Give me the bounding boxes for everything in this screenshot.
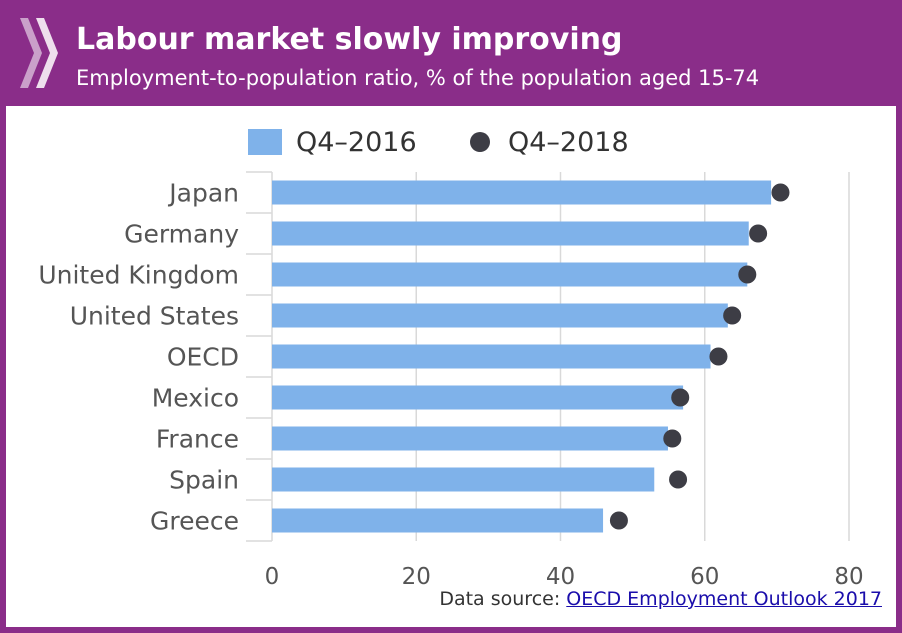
category-label: Spain bbox=[169, 466, 239, 495]
category-label: France bbox=[156, 425, 239, 454]
bar-q4-2016 bbox=[272, 467, 655, 492]
data-source: Data source: OECD Employment Outlook 201… bbox=[439, 588, 882, 610]
dot-q4-2018 bbox=[738, 265, 757, 284]
chart-title: Labour market slowly improving bbox=[76, 22, 623, 57]
dot-q4-2018 bbox=[723, 306, 742, 325]
bar-q4-2016 bbox=[272, 344, 711, 369]
dot-q4-2018 bbox=[749, 224, 768, 243]
dot-q4-2018 bbox=[663, 429, 682, 448]
bar-q4-2016 bbox=[272, 221, 749, 246]
bar-q4-2016 bbox=[272, 426, 668, 451]
x-tick-label: 80 bbox=[834, 564, 863, 590]
bar-q4-2016 bbox=[272, 303, 728, 328]
dot-q4-2018 bbox=[671, 388, 690, 407]
x-tick-label: 0 bbox=[265, 564, 280, 590]
category-label: Germany bbox=[124, 220, 239, 249]
category-label: United States bbox=[70, 302, 239, 331]
legend-item-q4-2016[interactable]: Q4–2016 bbox=[248, 120, 417, 164]
data-source-link[interactable]: OECD Employment Outlook 2017 bbox=[566, 588, 882, 610]
bar-q4-2016 bbox=[272, 180, 772, 205]
header-banner: Labour market slowly improving Employmen… bbox=[0, 0, 902, 106]
legend-dot-swatch bbox=[470, 132, 490, 152]
oecd-chevrons-logo-icon bbox=[20, 18, 58, 88]
x-tick-label: 20 bbox=[402, 564, 431, 590]
category-label: Japan bbox=[167, 179, 239, 208]
data-source-prefix: Data source: bbox=[439, 588, 561, 610]
legend-label-q4-2018: Q4–2018 bbox=[508, 126, 629, 158]
dot-q4-2018 bbox=[609, 511, 628, 530]
x-tick-label: 60 bbox=[690, 564, 719, 590]
legend-label-q4-2016: Q4–2016 bbox=[296, 126, 417, 158]
bar-q4-2016 bbox=[272, 508, 604, 533]
category-label: OECD bbox=[167, 343, 239, 372]
chart-subtitle: Employment-to-population ratio, % of the… bbox=[76, 66, 760, 90]
dot-q4-2018 bbox=[709, 347, 728, 366]
dot-q4-2018 bbox=[669, 470, 688, 489]
legend-bar-swatch bbox=[248, 129, 282, 155]
category-label: Greece bbox=[150, 507, 239, 536]
x-tick-label: 40 bbox=[546, 564, 575, 590]
category-label: Mexico bbox=[152, 384, 239, 413]
bar-q4-2016 bbox=[272, 385, 684, 410]
dot-q4-2018 bbox=[771, 183, 790, 202]
bar-q4-2016 bbox=[272, 262, 748, 287]
legend-item-q4-2018[interactable]: Q4–2018 bbox=[470, 120, 629, 164]
legend: Q4–2016 Q4–2018 bbox=[0, 120, 902, 164]
category-label: United Kingdom bbox=[38, 261, 239, 290]
